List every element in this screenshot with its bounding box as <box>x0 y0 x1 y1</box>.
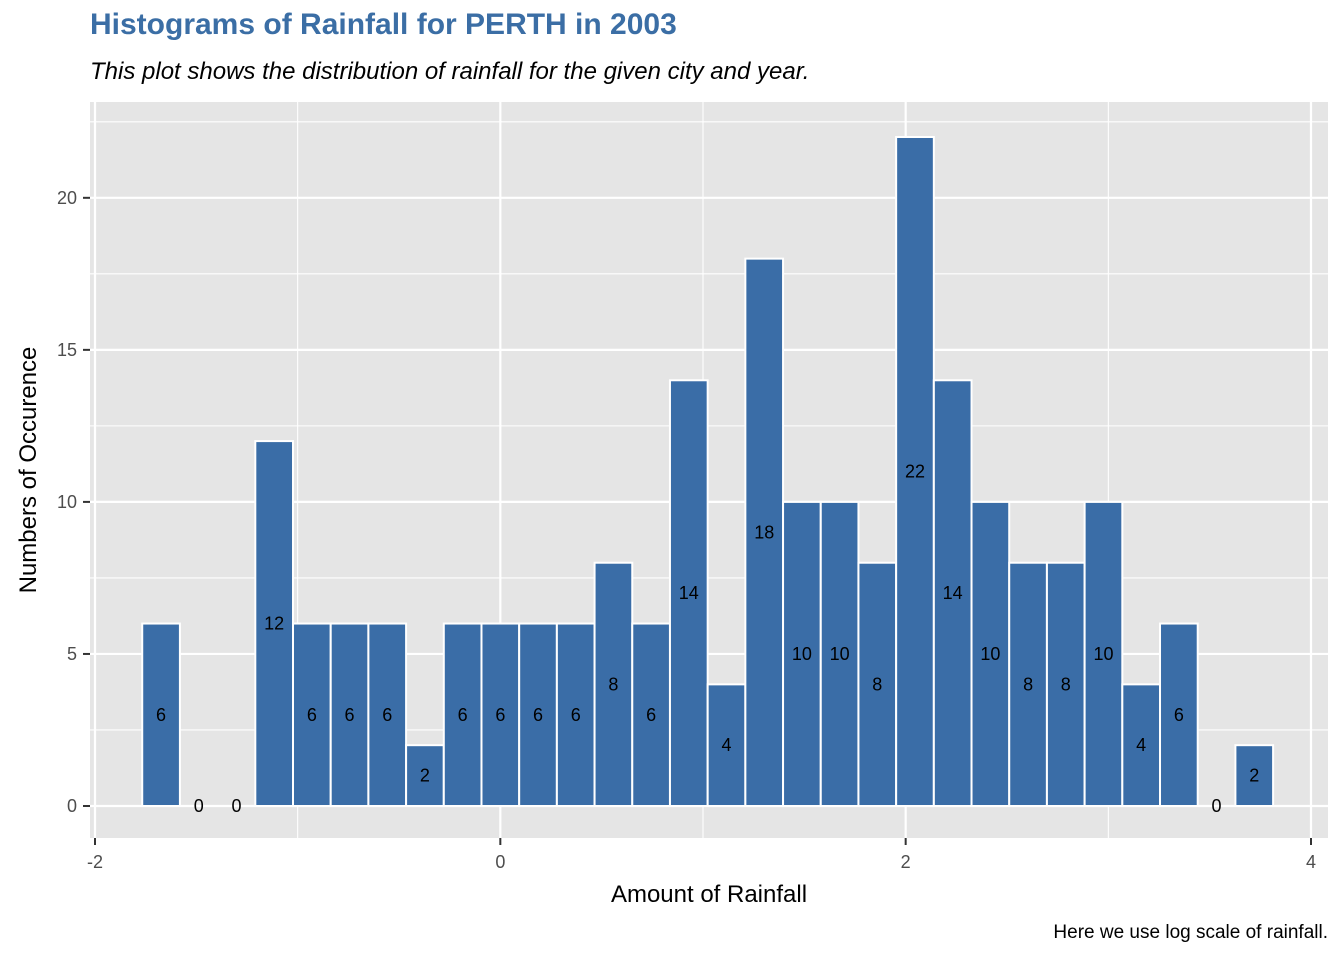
bar-value-label: 6 <box>458 705 468 725</box>
y-axis-title: Numbers of Occurence <box>15 347 42 594</box>
y-tick-label: 20 <box>57 188 77 208</box>
bar-value-label: 0 <box>231 796 241 816</box>
bar-value-label: 6 <box>533 705 543 725</box>
y-tick-label: 0 <box>67 796 77 816</box>
bar-value-label: 4 <box>1136 735 1146 755</box>
y-tick-label: 10 <box>57 492 77 512</box>
bar-value-label: 8 <box>1061 674 1071 694</box>
bar-value-label: 6 <box>646 705 656 725</box>
bar-value-label: 0 <box>1212 796 1222 816</box>
chart-caption: Here we use log scale of rainfall. <box>1053 922 1328 943</box>
histogram-bar <box>970 500 1011 807</box>
bar-labels: 6 0 0 12 6 6 6 2 6 6 6 6 8 6 14 4 18 10 10 8 22 14 10 8 8 10 4 6 0 2 <box>156 462 1259 817</box>
bar-value-label: 14 <box>943 583 963 603</box>
x-tick-label: 4 <box>1306 852 1316 872</box>
histogram-bar <box>1159 622 1199 808</box>
bar-value-label: 2 <box>420 766 430 786</box>
histogram-bar <box>254 440 295 807</box>
bar-value-label: 22 <box>905 462 925 482</box>
histogram-bar <box>1008 561 1048 808</box>
y-tick-label: 15 <box>57 340 77 360</box>
histogram-bar <box>1045 561 1086 808</box>
histogram-bar <box>292 622 332 808</box>
x-tick-label: 0 <box>495 852 505 872</box>
chart-title: Histograms of Rainfall for PERTH in 2003 <box>90 8 677 41</box>
histogram-bar <box>442 622 483 808</box>
bar-value-label: 10 <box>980 644 1000 664</box>
bars <box>141 136 1275 808</box>
histogram-bar <box>555 622 596 808</box>
bar-value-label: 2 <box>1249 766 1259 786</box>
bar-value-label: 6 <box>307 705 317 725</box>
x-tick-label: 2 <box>901 852 911 872</box>
bar-value-label: 6 <box>345 705 355 725</box>
bar-value-label: 8 <box>872 674 882 694</box>
histogram-bar <box>744 257 785 807</box>
histogram-bar <box>405 744 445 808</box>
bar-value-label: 6 <box>382 705 392 725</box>
bar-value-label: 0 <box>194 796 204 816</box>
x-tick-label: -2 <box>87 852 103 872</box>
histogram-bar <box>593 561 634 808</box>
bar-value-label: 6 <box>495 705 505 725</box>
bar-value-label: 6 <box>156 705 166 725</box>
y-tick-label: 5 <box>67 644 77 664</box>
bar-value-label: 4 <box>722 735 732 755</box>
histogram-bar <box>819 500 860 807</box>
histogram-bar <box>329 622 370 808</box>
bar-value-label: 18 <box>754 522 774 542</box>
histogram-bar <box>895 136 935 807</box>
histogram-bar <box>706 683 747 808</box>
histogram-bar <box>1234 744 1275 808</box>
bar-value-label: 10 <box>830 644 850 664</box>
histogram-bar <box>367 622 408 808</box>
histogram-bar <box>1121 683 1162 808</box>
histogram-bar <box>1083 500 1124 807</box>
bar-value-label: 12 <box>264 614 284 634</box>
bar-value-label: 14 <box>679 583 699 603</box>
bar-value-label: 6 <box>1174 705 1184 725</box>
bar-value-label: 8 <box>1023 674 1033 694</box>
histogram-bar <box>668 379 709 807</box>
histogram-bar <box>480 622 521 808</box>
bar-value-label: 10 <box>792 644 812 664</box>
x-axis-title: Amount of Rainfall <box>611 881 807 908</box>
bar-value-label: 6 <box>571 705 581 725</box>
bar-value-label: 8 <box>608 674 618 694</box>
chart-subtitle: This plot shows the distribution of rain… <box>90 58 810 85</box>
bar-value-label: 10 <box>1093 644 1113 664</box>
histogram-bar <box>782 500 822 807</box>
histogram-bar <box>141 622 181 808</box>
